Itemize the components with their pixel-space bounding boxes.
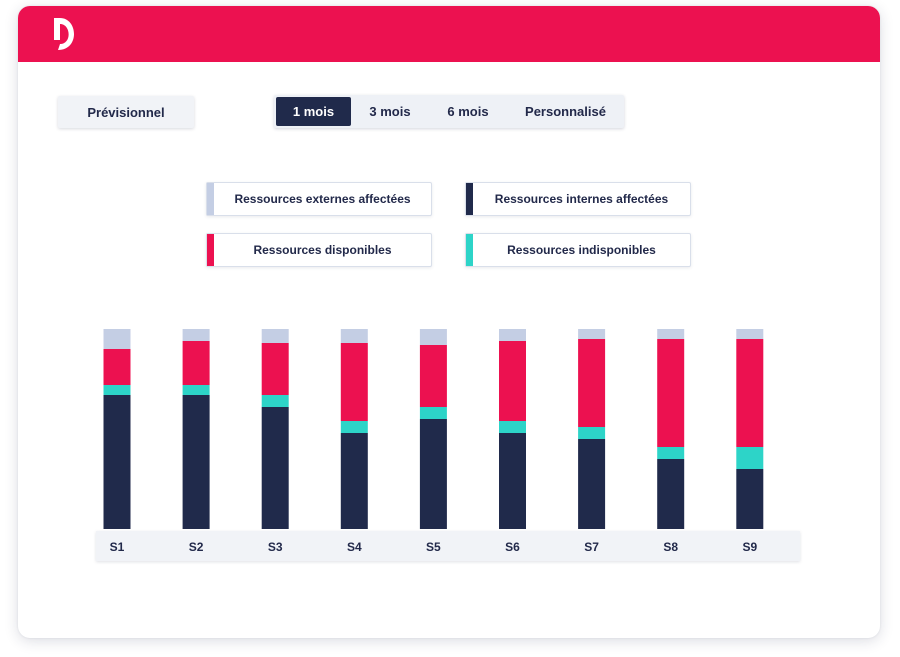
main-card: Prévisionnel 1 mois 3 mois 6 mois Person…: [18, 6, 880, 638]
legend-item-unavailable: Ressources indisponibles: [465, 233, 691, 267]
bar-s6-series-3: [499, 329, 526, 341]
bar-s8-series-1: [657, 447, 685, 459]
bar-s8-series-3: [657, 329, 685, 339]
bar-s6-series-2: [499, 341, 526, 421]
bar-s5-series-1: [419, 407, 447, 419]
x-tick-label-s9: S9: [742, 540, 757, 554]
legend-item-internal: Ressources internes affectées: [465, 182, 691, 216]
bar-s3-series-3: [261, 329, 289, 343]
legend-label-internal: Ressources internes affectées: [494, 192, 669, 206]
bar-s7-series-2: [578, 339, 606, 427]
bar-s1-series-2: [103, 349, 131, 385]
bar-s2-series-1: [182, 385, 210, 395]
top-bar: [18, 6, 880, 62]
bar-s9-series-1: [736, 447, 764, 469]
bar-s7-series-3: [578, 329, 606, 339]
bar-s3-series-1: [261, 395, 289, 407]
legend-swatch-internal: [466, 183, 473, 215]
bar-s3-series-0: [261, 407, 289, 529]
legend-label-available: Ressources disponibles: [253, 243, 392, 257]
x-tick-label-s6: S6: [505, 540, 520, 554]
legend-swatch-external: [207, 183, 214, 215]
legend-label-external: Ressources externes affectées: [234, 192, 411, 206]
range-option-1-month[interactable]: 1 mois: [276, 97, 351, 126]
legend-item-available: Ressources disponibles: [206, 233, 432, 267]
bar-s2-series-2: [182, 341, 210, 385]
legend-item-external: Ressources externes affectées: [206, 182, 432, 216]
bar-s2-series-0: [182, 395, 210, 529]
bar-s4-series-1: [340, 421, 368, 433]
bar-s5-series-0: [419, 419, 447, 529]
bar-s3-series-2: [261, 343, 289, 395]
bar-s8-series-0: [657, 459, 685, 529]
bar-s4-series-0: [340, 433, 368, 529]
stacked-bar-chart: S1 S2 S3 S4 S5 S6 S7 S8 S9: [103, 329, 764, 554]
x-tick-label-s2: S2: [189, 540, 204, 554]
bar-s9-series-2: [736, 339, 764, 447]
bar-s6-series-0: [499, 433, 526, 529]
x-axis-band: [96, 531, 800, 561]
legend-swatch-available: [207, 234, 214, 266]
bar-s8-series-2: [657, 339, 685, 447]
bar-s6-series-1: [499, 421, 526, 433]
bar-s9-series-3: [736, 329, 764, 339]
x-tick-label-s5: S5: [426, 540, 441, 554]
legend-swatch-unavailable: [466, 234, 473, 266]
range-option-6-months[interactable]: 6 mois: [447, 104, 489, 119]
bar-s4-series-2: [340, 343, 368, 421]
bar-s1-series-0: [103, 395, 131, 529]
brand-d-logo-icon: [54, 18, 74, 50]
bar-s1-series-1: [103, 385, 131, 395]
bar-s4-series-3: [340, 329, 368, 343]
bar-s1-series-3: [103, 329, 131, 349]
forecast-button[interactable]: Prévisionnel: [58, 96, 194, 128]
bar-s7-series-0: [578, 439, 606, 529]
legend-label-unavailable: Ressources indisponibles: [507, 243, 656, 257]
x-tick-label-s8: S8: [663, 540, 678, 554]
x-tick-label-s3: S3: [268, 540, 283, 554]
bar-s7-series-1: [578, 427, 606, 439]
range-selector: 1 mois 3 mois 6 mois Personnalisé: [274, 95, 624, 128]
range-option-custom[interactable]: Personnalisé: [525, 104, 606, 119]
x-tick-label-s1: S1: [110, 540, 125, 554]
bar-s9-series-0: [736, 469, 764, 529]
bar-s5-series-2: [419, 345, 447, 407]
bar-s2-series-3: [182, 329, 210, 341]
x-tick-label-s7: S7: [584, 540, 599, 554]
bar-s5-series-3: [419, 329, 447, 345]
range-option-3-months[interactable]: 3 mois: [369, 104, 411, 119]
x-tick-label-s4: S4: [347, 540, 362, 554]
